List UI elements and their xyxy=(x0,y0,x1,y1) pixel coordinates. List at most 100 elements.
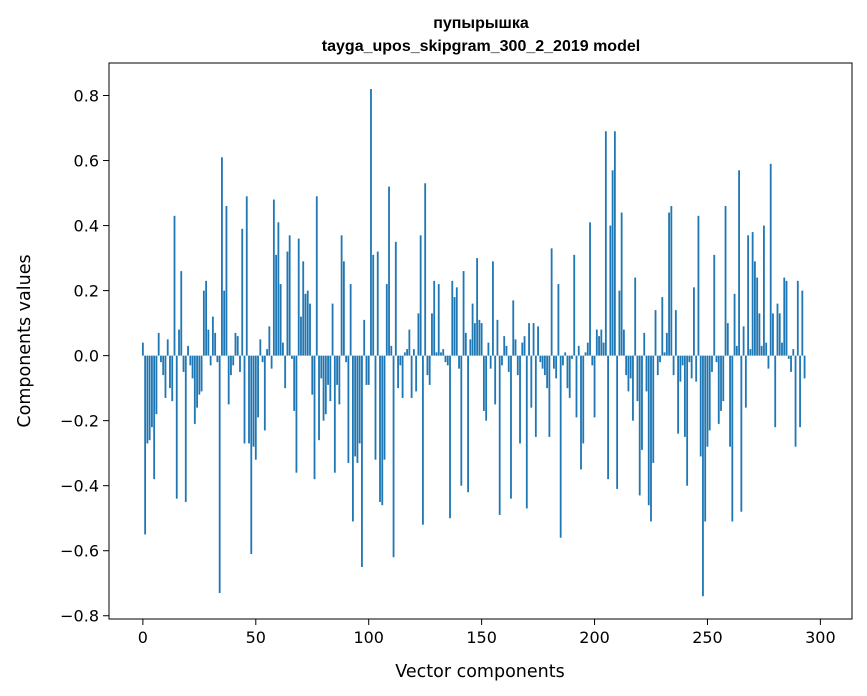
bar-98 xyxy=(363,319,366,356)
bar-81 xyxy=(324,355,327,415)
bar-51 xyxy=(257,355,259,418)
bar-251 xyxy=(708,355,711,431)
bar-249 xyxy=(704,355,707,522)
bar-37 xyxy=(225,206,228,356)
bar-243 xyxy=(690,355,693,379)
bar-175 xyxy=(537,326,539,356)
bar-57 xyxy=(270,355,273,369)
bar-169 xyxy=(523,336,526,356)
bar-141 xyxy=(460,355,463,486)
bar-113 xyxy=(397,355,399,389)
bar-93 xyxy=(352,355,354,522)
bar-168 xyxy=(521,342,524,356)
bar-161 xyxy=(505,345,508,356)
bar-284 xyxy=(783,277,786,356)
bar-45 xyxy=(243,355,246,444)
bar-219 xyxy=(636,355,639,402)
bar-198 xyxy=(589,222,591,356)
bar-163 xyxy=(510,355,512,499)
bar-174 xyxy=(534,355,537,437)
bar-110 xyxy=(390,345,393,356)
bar-293 xyxy=(803,355,806,379)
bar-225 xyxy=(650,355,652,522)
bar-19 xyxy=(184,355,187,502)
bar-58 xyxy=(272,199,275,356)
bar-288 xyxy=(792,349,795,356)
bar-95 xyxy=(356,355,359,463)
bar-213 xyxy=(623,329,625,356)
bar-53 xyxy=(261,355,264,363)
bar-238 xyxy=(679,355,682,382)
x-tick-label: 0 xyxy=(138,628,148,647)
bar-118 xyxy=(408,329,411,356)
bar-126 xyxy=(426,355,429,376)
bar-165 xyxy=(514,339,517,356)
bar-260 xyxy=(729,355,731,447)
bar-99 xyxy=(365,355,368,385)
bar-246 xyxy=(697,215,700,356)
bar-245 xyxy=(695,355,698,382)
bar-23 xyxy=(193,355,196,424)
bar-80 xyxy=(322,355,325,421)
y-tick-label: 0.2 xyxy=(74,282,99,301)
bar-136 xyxy=(449,355,451,519)
bar-82 xyxy=(327,355,329,385)
bar-79 xyxy=(320,355,323,379)
bar-242 xyxy=(688,355,691,363)
bar-124 xyxy=(422,355,424,525)
bar-235 xyxy=(672,355,675,376)
bar-36 xyxy=(223,290,226,356)
y-tick-label: −0.6 xyxy=(60,542,99,561)
chart-title: пупырышка xyxy=(433,15,529,32)
y-tick-label: 0.6 xyxy=(74,152,99,171)
bar-52 xyxy=(259,339,262,356)
bar-35 xyxy=(221,157,223,356)
bar-88 xyxy=(340,235,343,356)
bar-129 xyxy=(433,280,436,356)
bar-286 xyxy=(787,355,790,359)
bar-281 xyxy=(776,303,779,356)
bar-84 xyxy=(331,303,334,356)
bar-279 xyxy=(772,313,774,356)
bar-264 xyxy=(738,170,740,356)
x-tick-label: 150 xyxy=(466,628,497,647)
bar-196 xyxy=(584,352,587,356)
bar-92 xyxy=(349,284,352,356)
bar-229 xyxy=(659,355,661,363)
bar-11 xyxy=(166,339,169,356)
bar-192 xyxy=(575,355,578,418)
bar-139 xyxy=(455,287,458,356)
bar-54 xyxy=(263,355,266,431)
bar-179 xyxy=(546,355,549,389)
bar-31 xyxy=(211,316,214,356)
bar-167 xyxy=(519,355,521,444)
bar-215 xyxy=(627,355,630,392)
bar-223 xyxy=(645,355,648,392)
bar-83 xyxy=(329,355,332,402)
x-tick-label: 50 xyxy=(246,628,266,647)
bar-195 xyxy=(582,355,585,444)
bar-108 xyxy=(385,284,388,356)
bar-114 xyxy=(399,355,402,366)
y-tick-label: 0.4 xyxy=(74,217,99,236)
bar-226 xyxy=(652,355,655,463)
bar-72 xyxy=(304,293,307,356)
bar-150 xyxy=(480,323,483,356)
y-tick-label: 0.0 xyxy=(74,347,99,366)
bar-73 xyxy=(306,290,309,356)
bar-154 xyxy=(489,355,492,369)
bar-257 xyxy=(722,355,725,402)
bar-256 xyxy=(720,355,722,411)
bar-62 xyxy=(281,342,284,356)
bar-107 xyxy=(383,355,386,460)
bar-28 xyxy=(205,280,208,356)
bar-291 xyxy=(799,355,801,428)
bar-0 xyxy=(141,342,144,356)
y-tick-label: 0.8 xyxy=(74,87,99,106)
bar-269 xyxy=(749,349,752,356)
bar-77 xyxy=(315,196,318,356)
bar-184 xyxy=(557,284,560,356)
bar-240 xyxy=(683,355,686,437)
bar-202 xyxy=(598,336,600,356)
